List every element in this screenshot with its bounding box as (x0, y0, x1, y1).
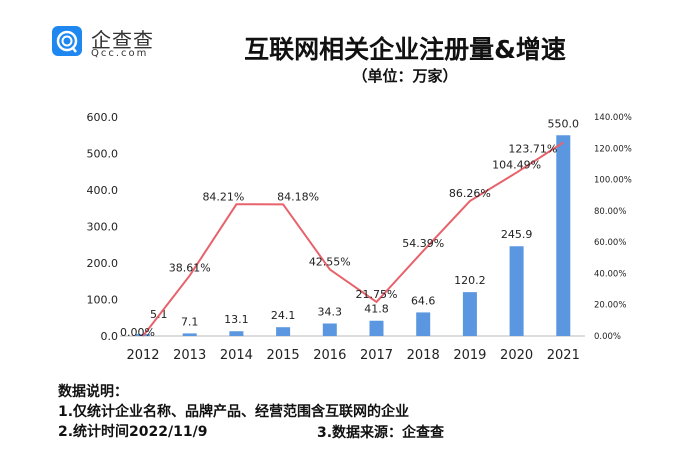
line-label: 86.26% (449, 187, 491, 200)
chart-subtitle: （单位：万家） (352, 67, 458, 85)
bar-label: 34.3 (318, 305, 343, 318)
line-label: 21.75% (356, 288, 398, 301)
bar (462, 292, 477, 336)
bar (182, 333, 197, 336)
bar-label: 41.8 (364, 303, 389, 316)
x-tick-label: 2013 (173, 348, 206, 363)
left-tick-label: 100.0 (87, 294, 119, 307)
x-tick-label: 2015 (267, 348, 300, 363)
x-tick-label: 2012 (126, 348, 159, 363)
bar-label: 550.0 (548, 117, 580, 130)
bar-label: 24.1 (271, 309, 296, 322)
line-label: 42.55% (309, 255, 351, 268)
bar (416, 312, 431, 336)
x-tick-label: 2016 (313, 348, 346, 363)
bar (229, 331, 244, 336)
note-2: 2.统计时间2022/11/9 (58, 424, 208, 440)
line-label: 84.18% (277, 190, 319, 203)
note-1: 1.仅统计企业名称、品牌产品、经营范围含互联网的企业 (58, 404, 410, 420)
left-tick-label: 400.0 (87, 184, 119, 197)
right-tick-label: 120.00% (594, 144, 632, 154)
bar-label: 13.1 (224, 313, 249, 326)
bar-label: 64.6 (411, 294, 436, 307)
x-tick-label: 2018 (407, 348, 440, 363)
right-tick-label: 80.00% (594, 207, 626, 217)
line-label: 54.39% (402, 237, 444, 250)
x-tick-label: 2014 (220, 348, 253, 363)
bar (369, 320, 384, 336)
bar-label: 7.1 (181, 315, 199, 328)
x-tick-label: 2021 (547, 348, 580, 363)
notes: 数据说明： 1.仅统计企业名称、品牌产品、经营范围含互联网的企业 2.统计时间2… (58, 382, 409, 442)
note-3: 3.数据来源：企查查 (317, 425, 445, 441)
line-label: 104.49% (492, 159, 541, 172)
left-tick-label: 300.0 (87, 221, 119, 234)
x-tick-label: 2020 (500, 348, 533, 363)
left-tick-label: 200.0 (87, 257, 119, 270)
chart-title: 互联网相关企业注册量&增速 (244, 35, 566, 64)
qcc-logo-icon (52, 26, 82, 56)
line-label: 0.00% (120, 326, 155, 339)
bar-label: 120.2 (454, 274, 486, 287)
bar (322, 323, 337, 336)
left-tick-label: 500.0 (87, 148, 119, 161)
x-tick-label: 2019 (453, 348, 486, 363)
right-tick-label: 20.00% (594, 301, 626, 311)
right-tick-label: 100.00% (594, 176, 632, 186)
bar (276, 327, 291, 336)
bar-label: 245.9 (501, 228, 533, 241)
bar (509, 246, 524, 336)
notes-heading: 数据说明： (58, 384, 128, 400)
logo-sub: Qcc.com (91, 48, 149, 59)
line-label: 84.21% (202, 190, 244, 203)
left-tick-label: 0.0 (101, 330, 119, 343)
right-tick-label: 140.00% (594, 113, 632, 123)
line-label: 38.61% (169, 262, 211, 275)
left-tick-label: 600.0 (87, 111, 119, 124)
right-tick-label: 60.00% (594, 238, 626, 248)
logo-name: 企查查 (91, 28, 154, 52)
growth-line (142, 141, 564, 337)
line-label: 123.71% (508, 142, 557, 155)
right-tick-label: 40.00% (594, 269, 626, 279)
right-tick-label: 0.00% (594, 332, 621, 342)
bar (556, 135, 571, 336)
x-tick-label: 2017 (360, 348, 393, 363)
